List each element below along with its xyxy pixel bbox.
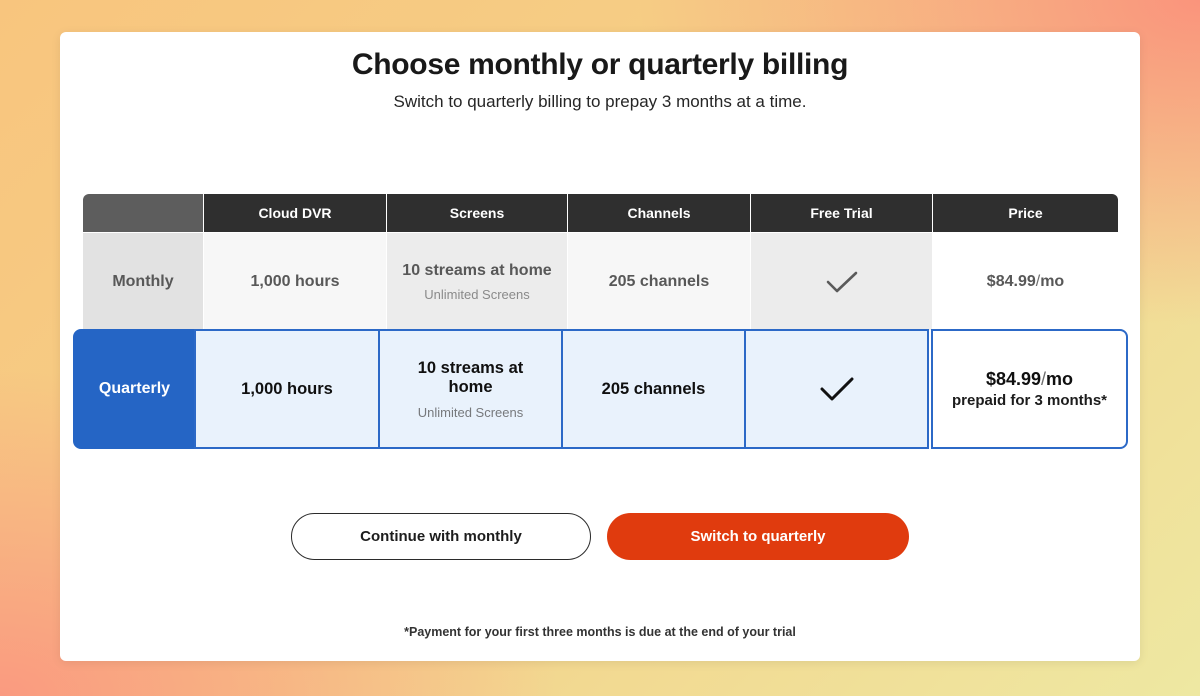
- monthly-plan-row[interactable]: Monthly 1,000 hours 10 streams at home U…: [83, 233, 1118, 330]
- header-plan-cell: [83, 194, 203, 232]
- monthly-screens-sub: Unlimited Screens: [424, 286, 530, 302]
- quarterly-price-sub: prepaid for 3 months*: [951, 392, 1108, 409]
- page-subtitle: Switch to quarterly billing to prepay 3 …: [393, 92, 807, 111]
- monthly-price: $84.99/mo: [933, 233, 1118, 330]
- checkmark-icon: [826, 271, 857, 292]
- page-title: Choose monthly or quarterly billing: [351, 48, 849, 81]
- quarterly-screens-main: 10 streams at home: [417, 358, 524, 396]
- quarterly-plan-row[interactable]: Quarterly 1,000 hours 10 streams at home…: [73, 329, 1128, 449]
- switch-to-quarterly-button[interactable]: Switch to quarterly: [607, 513, 909, 560]
- quarterly-label: Quarterly: [73, 329, 196, 449]
- header-screens: Screens: [387, 194, 567, 232]
- quarterly-cloud-dvr: 1,000 hours: [194, 329, 380, 449]
- monthly-free-trial: [751, 233, 932, 330]
- quarterly-price-text: $84.99/mo: [985, 369, 1074, 389]
- monthly-screens-main: 10 streams at home: [402, 261, 552, 279]
- checkmark-icon: [820, 377, 853, 401]
- quarterly-channels: 205 channels: [561, 329, 746, 449]
- action-buttons: Continue with monthly Switch to quarterl…: [60, 513, 1140, 560]
- monthly-channels: 205 channels: [568, 233, 750, 330]
- monthly-screens: 10 streams at home Unlimited Screens: [387, 233, 567, 330]
- plan-table-header: Cloud DVR Screens Channels Free Trial Pr…: [83, 194, 1118, 232]
- continue-with-monthly-button[interactable]: Continue with monthly: [291, 513, 591, 560]
- header-free-trial: Free Trial: [751, 194, 932, 232]
- header-price: Price: [933, 194, 1118, 232]
- payment-footnote: *Payment for your first three months is …: [404, 625, 796, 639]
- header-cloud-dvr: Cloud DVR: [204, 194, 386, 232]
- quarterly-price: $84.99/mo prepaid for 3 months*: [931, 329, 1128, 449]
- monthly-price-text: $84.99/mo: [986, 272, 1065, 290]
- quarterly-screens-sub: Unlimited Screens: [417, 404, 524, 420]
- quarterly-screens: 10 streams at home Unlimited Screens: [378, 329, 563, 449]
- billing-dialog: Choose monthly or quarterly billing Swit…: [60, 32, 1140, 661]
- monthly-label: Monthly: [83, 233, 203, 330]
- monthly-cloud-dvr: 1,000 hours: [204, 233, 386, 330]
- header-channels: Channels: [568, 194, 750, 232]
- quarterly-free-trial: [744, 329, 929, 449]
